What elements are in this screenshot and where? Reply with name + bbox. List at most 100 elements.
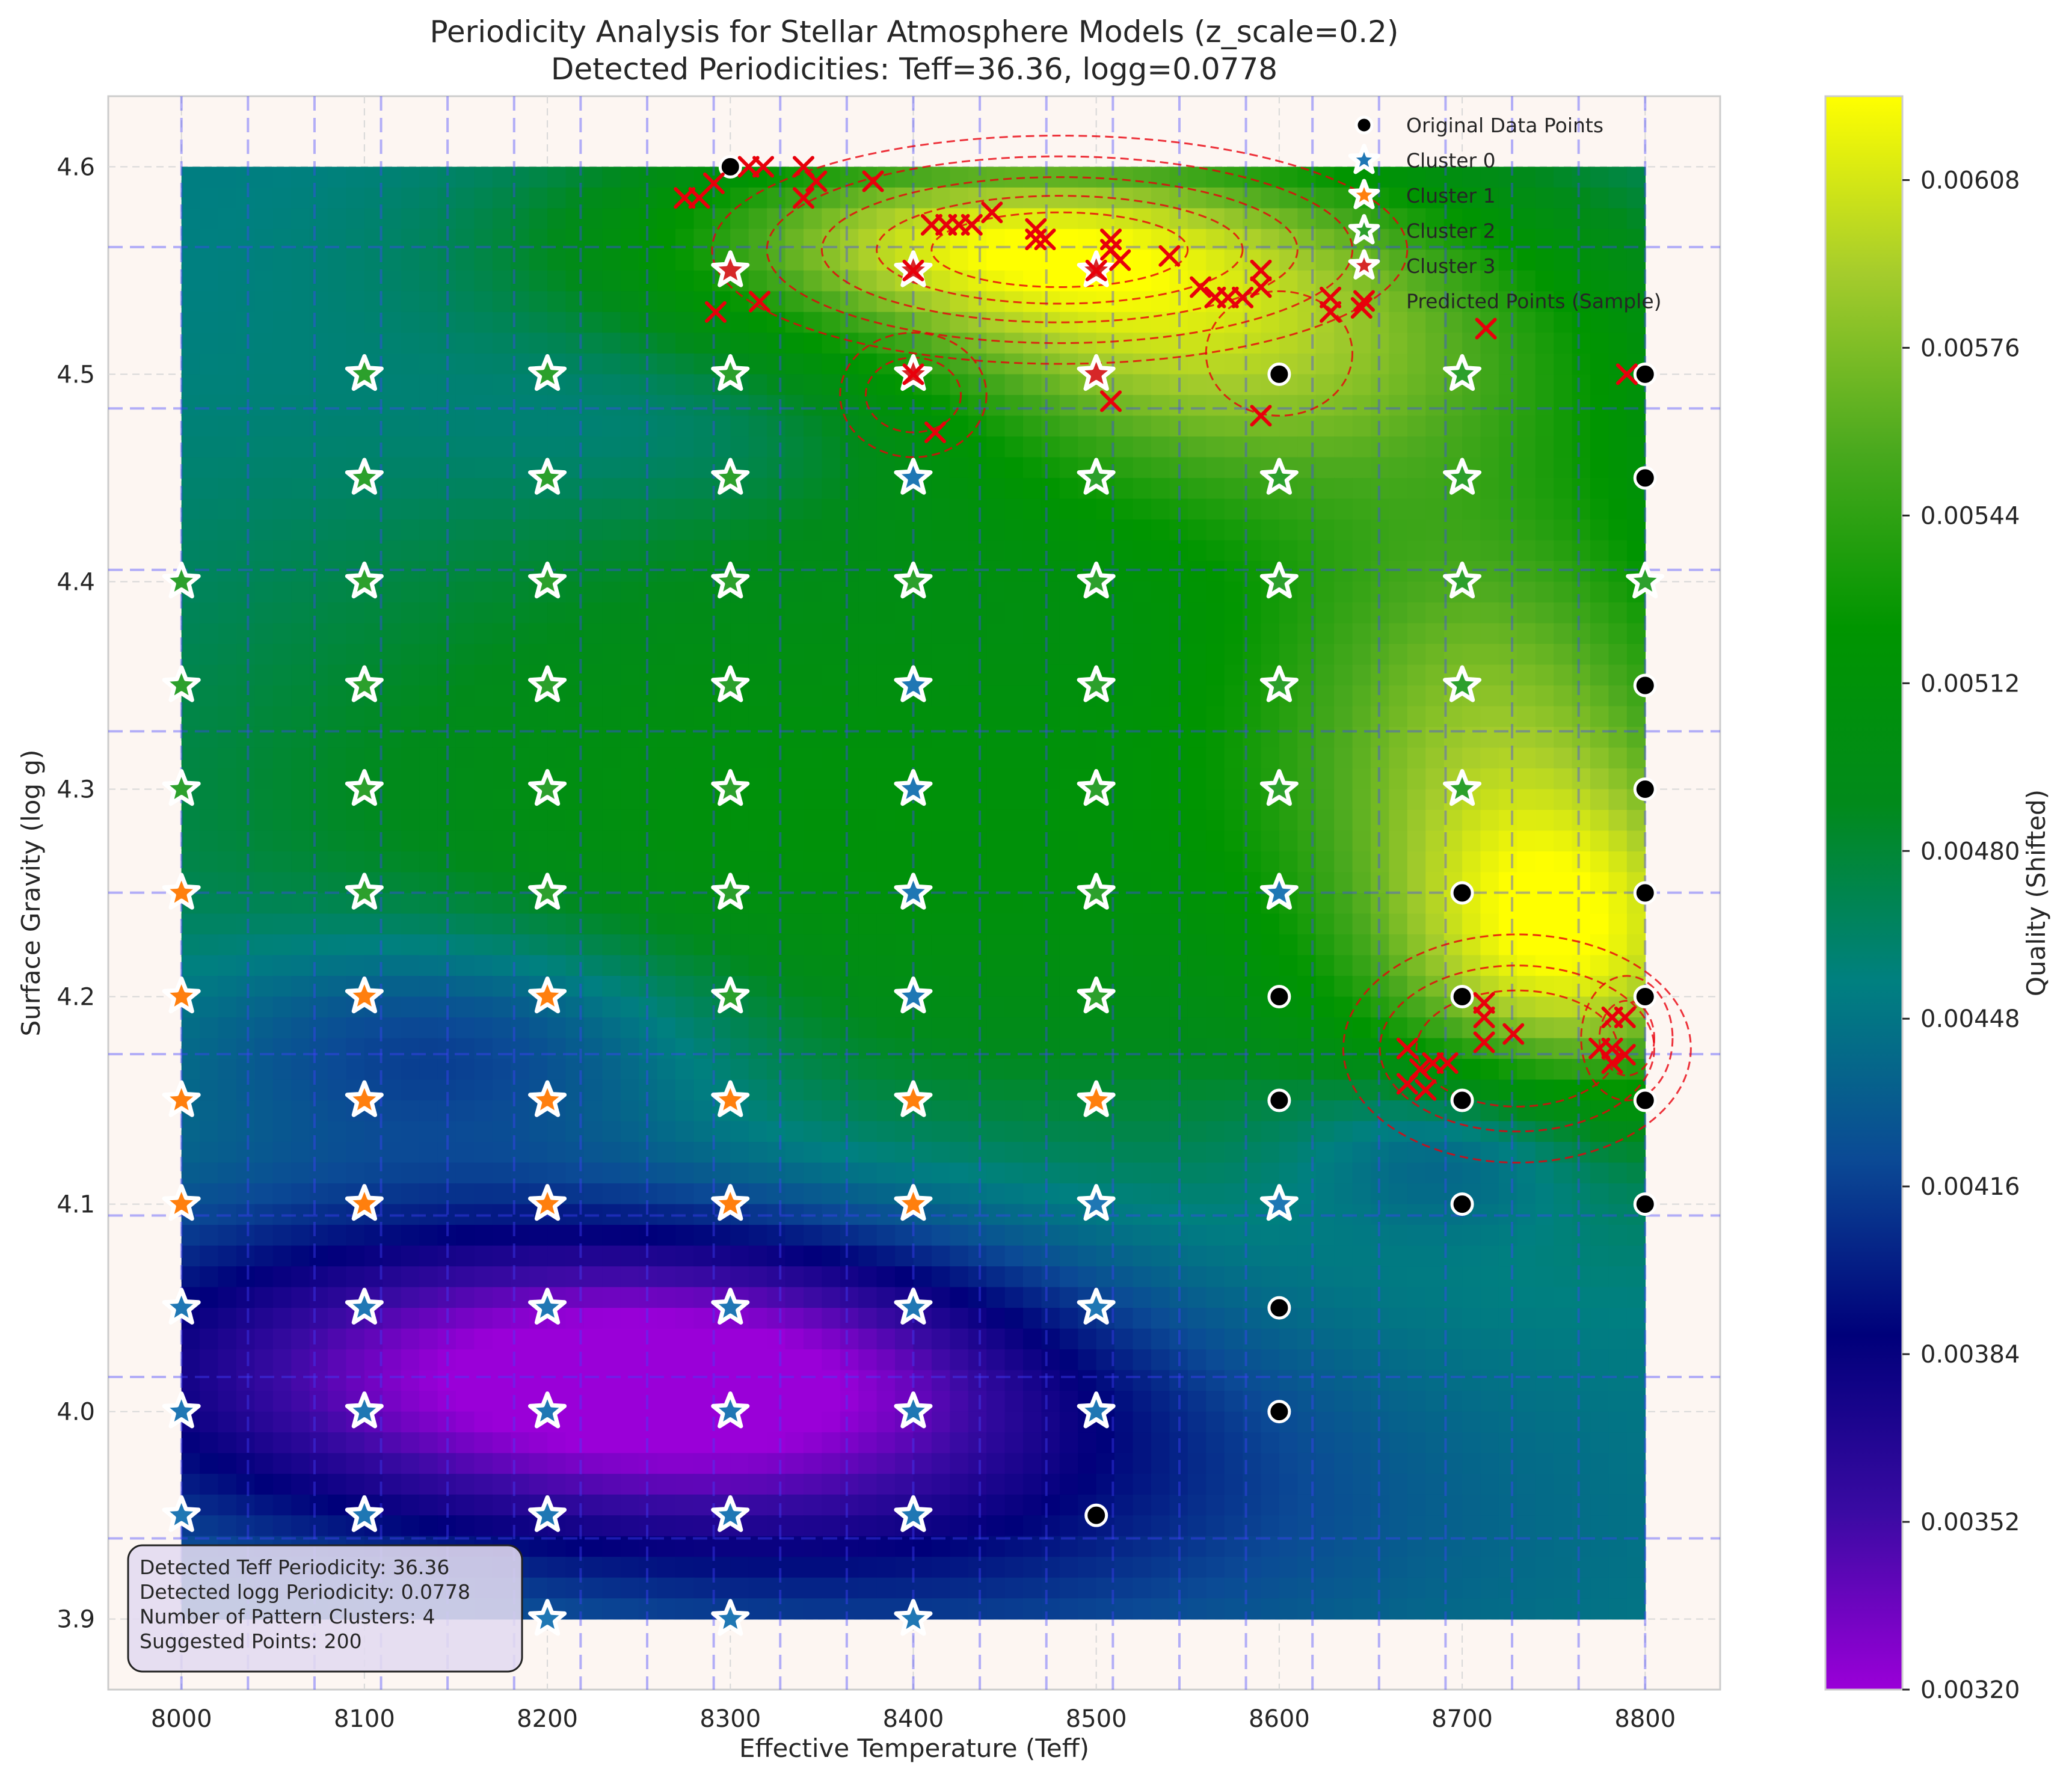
heatmap-cell xyxy=(968,685,987,707)
heatmap-cell xyxy=(474,789,493,810)
heatmap-cell xyxy=(1536,1059,1554,1080)
heatmap-cell xyxy=(950,478,968,499)
heatmap-cell xyxy=(1225,1246,1243,1267)
heatmap-cell xyxy=(1041,810,1060,831)
heatmap-cell xyxy=(328,1080,346,1101)
heatmap-cell xyxy=(840,498,859,520)
heatmap-cell xyxy=(218,167,237,188)
heatmap-cell xyxy=(456,291,475,312)
heatmap-cell xyxy=(1627,167,1646,188)
heatmap-cell xyxy=(1316,540,1335,561)
heatmap-cell xyxy=(1334,1391,1353,1412)
heatmap-cell xyxy=(1407,457,1426,478)
heatmap-cell xyxy=(584,934,603,955)
heatmap-cell xyxy=(310,789,328,810)
heatmap-cell xyxy=(877,644,896,665)
heatmap-cell xyxy=(621,1287,639,1308)
heatmap-cell xyxy=(950,893,968,914)
heatmap-cell xyxy=(840,789,859,810)
heatmap-cell xyxy=(547,540,566,561)
heatmap-cell xyxy=(1499,747,1517,768)
heatmap-cell xyxy=(346,1038,364,1059)
heatmap-cell xyxy=(383,291,401,312)
heatmap-cell xyxy=(1023,271,1042,292)
heatmap-cell xyxy=(1041,1349,1060,1370)
heatmap-cell xyxy=(785,1308,804,1329)
heatmap-cell xyxy=(1114,1391,1133,1412)
heatmap-cell xyxy=(932,789,950,810)
heatmap-cell xyxy=(1353,623,1371,644)
heatmap-cell xyxy=(383,955,401,976)
heatmap-cell xyxy=(1279,706,1298,727)
heatmap-cell xyxy=(877,208,896,229)
heatmap-cell xyxy=(1133,872,1152,893)
heatmap-cell xyxy=(621,893,639,914)
heatmap-cell xyxy=(401,685,420,707)
heatmap-cell xyxy=(383,1080,401,1101)
heatmap-cell xyxy=(1627,623,1646,644)
heatmap-cell xyxy=(1023,1308,1042,1329)
heatmap-cell xyxy=(675,602,694,624)
heatmap-cell xyxy=(1041,271,1060,292)
heatmap-cell xyxy=(1060,1266,1078,1287)
heatmap-cell xyxy=(621,540,639,561)
heatmap-cell xyxy=(236,1287,255,1308)
heatmap-cell xyxy=(1499,1370,1517,1391)
heatmap-cell xyxy=(1572,520,1591,541)
heatmap-cell xyxy=(913,1142,932,1163)
heatmap-cell xyxy=(621,872,639,893)
heatmap-cell xyxy=(1261,1163,1279,1184)
heatmap-cell xyxy=(1499,312,1517,333)
heatmap-cell xyxy=(401,810,420,831)
heatmap-cell xyxy=(986,312,1005,333)
heatmap-cell xyxy=(693,623,712,644)
heatmap-cell xyxy=(584,395,603,416)
heatmap-cell xyxy=(986,1308,1005,1329)
heatmap-cell xyxy=(254,685,273,707)
heatmap-cell xyxy=(584,291,603,312)
heatmap-cell xyxy=(218,520,237,541)
heatmap-cell xyxy=(1133,997,1152,1018)
heatmap-cell xyxy=(1261,1059,1279,1080)
heatmap-cell xyxy=(1060,415,1078,437)
heatmap-cell xyxy=(1425,685,1444,707)
heatmap-cell xyxy=(822,374,840,395)
heatmap-cell xyxy=(456,354,475,375)
heatmap-cell xyxy=(858,1349,877,1370)
heatmap-cell xyxy=(968,1370,987,1391)
heatmap-cell xyxy=(1225,478,1243,499)
heatmap-cell xyxy=(1608,457,1627,478)
heatmap-cell xyxy=(529,1432,548,1453)
heatmap-cell xyxy=(749,1308,767,1329)
heatmap-cell xyxy=(621,1370,639,1391)
heatmap-cell xyxy=(310,623,328,644)
heatmap-cell xyxy=(1041,789,1060,810)
heatmap-cell xyxy=(1389,1163,1407,1184)
heatmap-cell xyxy=(218,976,237,997)
heatmap-cell xyxy=(1407,312,1426,333)
heatmap-cell xyxy=(291,1142,310,1163)
heatmap-cell xyxy=(328,955,346,976)
heatmap-cell xyxy=(675,1329,694,1350)
heatmap-cell xyxy=(493,789,511,810)
heatmap-cell xyxy=(218,830,237,851)
heatmap-cell xyxy=(1060,1225,1078,1246)
heatmap-cell xyxy=(401,1412,420,1433)
heatmap-cell xyxy=(310,291,328,312)
heatmap-cell xyxy=(200,312,218,333)
heatmap-cell xyxy=(785,561,804,582)
heatmap-cell xyxy=(986,685,1005,707)
heatmap-cell xyxy=(328,830,346,851)
heatmap-cell xyxy=(1206,540,1225,561)
heatmap-cell xyxy=(401,167,420,188)
heatmap-cell xyxy=(858,1329,877,1350)
heatmap-cell xyxy=(1005,374,1024,395)
heatmap-cell xyxy=(346,955,364,976)
heatmap-cell xyxy=(310,167,328,188)
heatmap-cell xyxy=(1005,1391,1024,1412)
heatmap-cell xyxy=(840,1349,859,1370)
heatmap-cell xyxy=(401,768,420,789)
heatmap-cell xyxy=(1261,830,1279,851)
heatmap-cell xyxy=(200,1308,218,1329)
heatmap-cell xyxy=(675,333,694,354)
